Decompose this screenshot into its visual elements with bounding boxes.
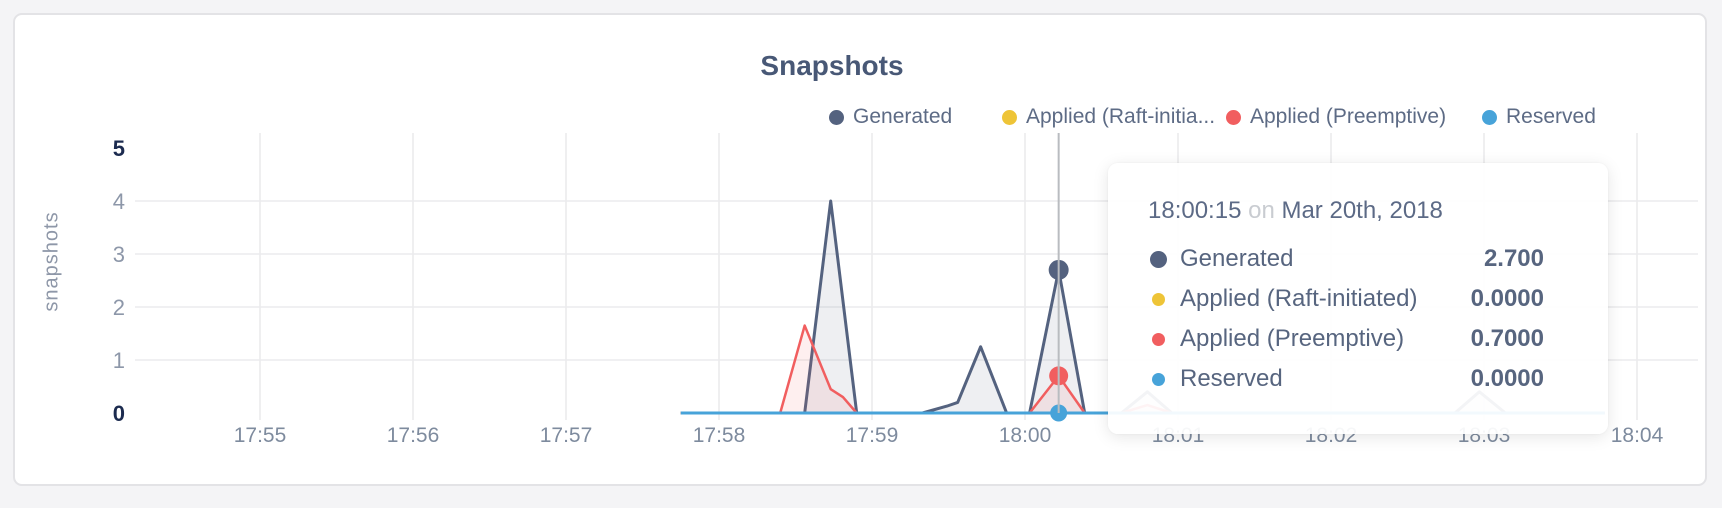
preemptive-series-dot-icon <box>1151 332 1165 346</box>
tooltip-timestamp: 18:00:15 on Mar 20th, 2018 <box>1148 197 1544 225</box>
legend-item-applied-preemptive[interactable]: Applied (Preemptive) <box>1226 105 1446 129</box>
preemptive-series-dot-icon <box>1226 109 1241 125</box>
y-tick-label: 1 <box>113 348 125 373</box>
tooltip-row-generated: Generated 2.700 <box>1148 239 1544 279</box>
tooltip-row-reserved: Reserved 0.0000 <box>1148 359 1544 399</box>
x-tick-label: 17:57 <box>540 424 593 447</box>
tooltip-date: Mar 20th, 2018 <box>1281 197 1443 224</box>
y-tick-label: 5 <box>113 136 125 161</box>
legend-item-label: Generated <box>853 105 953 128</box>
tooltip-value: 0.0000 <box>1470 285 1544 312</box>
x-tick-label: 18:00 <box>999 424 1052 447</box>
tooltip-separator: on <box>1248 197 1275 224</box>
tooltip-value: 0.7000 <box>1470 325 1544 352</box>
y-tick-label: 0 <box>113 401 125 426</box>
chart-title: Snapshots <box>760 50 904 81</box>
reserved-series-dot-icon <box>1482 109 1497 125</box>
legend-item-reserved[interactable]: Reserved <box>1482 105 1596 129</box>
tooltip-row-applied-preemptive: Applied (Preemptive) 0.7000 <box>1148 319 1544 359</box>
legend-item-label: Applied (Raft-initia... <box>1026 105 1216 128</box>
chart-tooltip: 18:00:15 on Mar 20th, 2018 Generated 2.7… <box>1108 163 1608 434</box>
x-tick-label: 17:58 <box>693 424 746 447</box>
y-tick-label: 2 <box>113 295 125 320</box>
tooltip-time: 18:00:15 <box>1148 197 1242 224</box>
generated-series-dot-icon <box>829 109 844 125</box>
legend-item-applied-raft-initiated[interactable]: Applied (Raft-initia... <box>1002 105 1215 129</box>
x-tick-label: 17:56 <box>387 424 440 447</box>
x-tick-label: 17:59 <box>846 424 899 447</box>
x-tick-label: 18:04 <box>1611 424 1664 447</box>
x-tick-label: 17:55 <box>234 424 287 447</box>
raft-initiated-series-dot-icon <box>1151 292 1165 306</box>
legend-item-generated[interactable]: Generated <box>829 105 952 129</box>
chart-legend: Generated Applied (Raft-initia... Applie… <box>0 105 1722 131</box>
reserved-series-dot-icon <box>1151 372 1165 386</box>
generated-series-dot-icon <box>1149 250 1167 268</box>
y-tick-label: 3 <box>113 242 125 267</box>
tooltip-value: 0.0000 <box>1470 365 1544 392</box>
legend-item-label: Applied (Preemptive) <box>1250 105 1447 128</box>
tooltip-value: 2.700 <box>1483 245 1544 272</box>
legend-item-label: Reserved <box>1506 105 1596 128</box>
raft-initiated-series-dot-icon <box>1002 109 1017 125</box>
y-tick-label: 4 <box>113 189 125 214</box>
tooltip-row-applied-raft-initiated: Applied (Raft-initiated) 0.0000 <box>1148 279 1544 319</box>
